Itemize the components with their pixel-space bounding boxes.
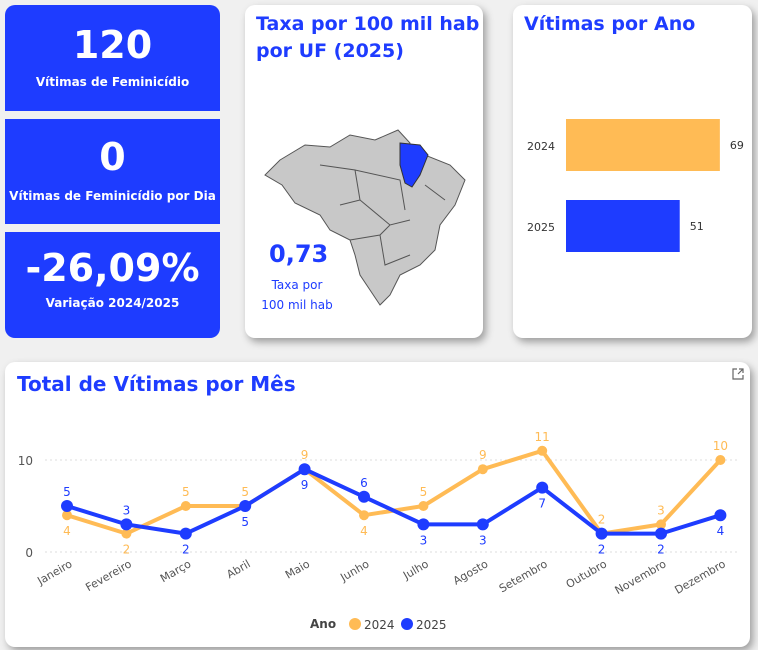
data-label: 3 [123, 503, 131, 517]
data-label: 2 [182, 543, 190, 557]
bar-2025 [566, 200, 680, 252]
data-point [477, 464, 488, 475]
highlighted-state [399, 142, 429, 188]
bar-chart: 2024 69 2025 51 [527, 119, 744, 252]
kpi-value: 0 [99, 135, 126, 179]
y-tick-label: 0 [25, 546, 33, 560]
kpi-value: -26,09% [25, 246, 200, 290]
data-point [359, 510, 369, 521]
series-line-2024 [66, 448, 722, 536]
data-point [121, 528, 132, 539]
data-label: 5 [241, 485, 249, 499]
data-label: 9 [479, 448, 487, 462]
data-label: 2 [123, 543, 131, 557]
data-point [476, 518, 489, 531]
data-label: 6 [360, 476, 368, 490]
legend-marker [349, 618, 361, 630]
bar-card: Vítimas por Ano 2024 69 2025 51 [513, 5, 752, 338]
data-label: 5 [420, 485, 428, 499]
data-point [179, 527, 192, 540]
data-point [418, 501, 429, 511]
kpi-label: Variação 2024/2025 [45, 296, 180, 310]
x-tick-label: Novembro [613, 557, 669, 597]
kpi-value: 120 [72, 23, 153, 67]
legend-title: Ano [310, 617, 336, 631]
line-chart: 0 10 Janeiro Fevereiro Março Abril Maio Junho Ju… [18, 430, 740, 632]
kpi-total-victims: 120 Vítimas de Feminicídio [5, 5, 220, 111]
data-point [180, 501, 191, 511]
data-point [655, 527, 667, 540]
series-line-2025 [66, 467, 721, 536]
label-line: 100 mil hab [261, 298, 333, 312]
line-card: Total de Vítimas por Mês 0 10 Janeiro Fever… [5, 362, 750, 647]
data-label: 2 [657, 543, 665, 557]
x-tick-label: Fevereiro [83, 557, 134, 594]
data-point [714, 509, 727, 522]
data-point [120, 518, 133, 531]
data-label: 5 [241, 515, 249, 529]
x-tick-label: Julho [400, 557, 431, 582]
rate-value: 0,73 [269, 240, 329, 268]
x-tick-label: Janeiro [34, 557, 74, 588]
data-label: 7 [538, 497, 546, 511]
x-tick-label: Outubro [564, 557, 610, 591]
data-label: 2 [598, 513, 606, 527]
data-label: 3 [420, 533, 428, 547]
data-label: 10 [713, 439, 728, 453]
bar-value-label: 69 [730, 139, 744, 152]
label-line: Taxa por [271, 278, 323, 292]
kpi-victims-per-day: 0 Vítimas de Feminicídio por Dia [5, 119, 220, 224]
expand-icon[interactable] [732, 368, 744, 380]
data-label: 9 [301, 448, 309, 462]
data-point [536, 481, 549, 494]
x-tick-label: Setembro [497, 557, 550, 595]
map-card: Taxa por 100 mil hab por UF (2025) 0,73 … [245, 5, 483, 338]
data-label: 5 [63, 485, 71, 499]
data-point [417, 518, 430, 531]
bar-category-label: 2024 [527, 140, 555, 153]
kpi-variation: -26,09% Variação 2024/2025 [5, 232, 220, 338]
y-tick-label: 10 [18, 454, 33, 468]
bar-value-label: 51 [690, 220, 704, 233]
data-label: 3 [479, 533, 487, 547]
x-tick-label: Agosto [451, 557, 491, 587]
bar-title: Vítimas por Ano [524, 13, 696, 35]
x-tick-label: Dezembro [672, 557, 728, 597]
data-label: 11 [535, 430, 550, 444]
data-label: 4 [717, 524, 725, 538]
title-line: Taxa por 100 mil hab [256, 13, 480, 35]
data-label: 9 [301, 478, 309, 492]
data-label: 4 [63, 524, 71, 538]
legend-marker [401, 618, 413, 630]
x-tick-label: Junho [337, 557, 371, 584]
data-point [537, 445, 548, 456]
data-point [595, 527, 608, 540]
data-label: 4 [360, 524, 368, 538]
x-tick-label: Março [158, 557, 194, 585]
legend-label: 2024 [364, 618, 395, 632]
data-point [62, 510, 72, 521]
kpi-label: Vítimas de Feminicídio [35, 75, 190, 89]
data-label: 5 [182, 485, 190, 499]
data-label: 3 [657, 503, 665, 517]
data-label: 2 [598, 543, 606, 557]
legend-label: 2025 [416, 618, 447, 632]
data-point [298, 463, 311, 476]
x-tick-label: Maio [283, 557, 312, 581]
bar-category-label: 2025 [527, 221, 555, 234]
brazil-map[interactable] [260, 125, 470, 310]
title-line: por UF (2025) [256, 40, 404, 62]
data-point [239, 500, 252, 512]
x-tick-label: Abril [224, 557, 252, 581]
data-point [715, 455, 726, 465]
line-title: Total de Vítimas por Mês [17, 372, 296, 396]
bar-2024 [566, 119, 720, 171]
map-title: Taxa por 100 mil hab por UF (2025) [256, 11, 479, 65]
data-point [656, 519, 666, 530]
kpi-label: Vítimas de Feminicídio por Dia [9, 189, 216, 203]
data-point [358, 490, 370, 503]
data-point [61, 500, 73, 512]
rate-label: Taxa por 100 mil hab [257, 275, 337, 315]
